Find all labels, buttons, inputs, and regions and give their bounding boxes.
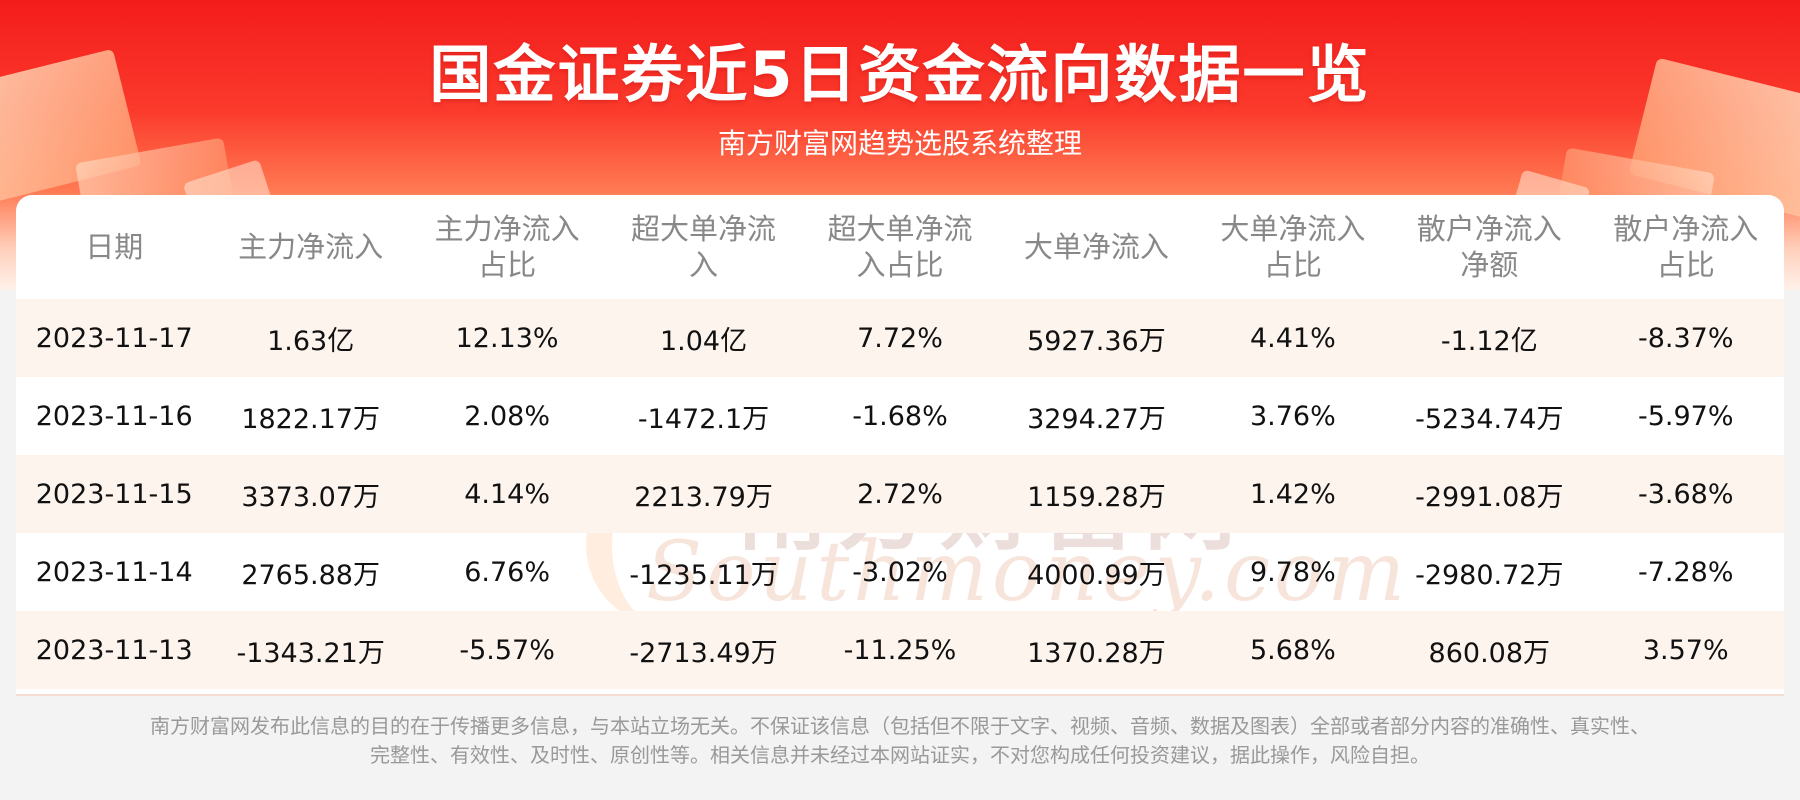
data-card: 南方财富网 Southmoney.com 日期主力净流入主力净流入占比超大单净流… [16,195,1784,695]
column-header: 散户净流入 净额 [1391,195,1587,299]
value-cell: 5927.36万 [998,299,1195,377]
column-header-line: 主力净流入 [434,212,580,246]
value-cell: 9.78% [1249,556,1336,588]
value-cell: 860.08万 [1391,611,1588,689]
disclaimer-line-1: 南方财富网发布此信息的目的在于传播更多信息，与本站立场无关。不保证该信息（包括但… [150,714,1650,738]
value-cell: -2713.49万 [605,611,802,689]
value-cell: 2765.88万 [241,559,380,591]
fund-flow-table: 日期 主力净流入 主力净流入 占比 超大单净流入超大单净流 入占比 大单净流入 大单净流入 占比… [16,195,1784,689]
date-cell: 2023-11-17 [16,299,213,377]
disclaimer: 南方财富网发布此信息的目的在于传播更多信息，与本站立场无关。不保证该信息（包括但… [0,712,1800,770]
value-cell: -8.37% [1587,299,1784,377]
value-cell: 3373.07万 [212,455,409,533]
column-header-line: 占比 [478,248,537,282]
column-header-line: 入 [689,248,719,282]
value-cell: -5.97% [1637,400,1734,432]
page-title: 国金证券近5日资金流向数据一览 [429,38,1371,111]
value-cell: 1.63亿 [212,299,409,377]
column-header: 日期 [16,195,212,299]
value-cell: -1235.11万 [629,559,778,591]
value-cell: 5.68% [1194,611,1392,689]
value-cell: 7.72% [801,299,999,377]
column-header: 散户净流入 占比 [1588,195,1785,299]
value-cell: 1.04亿 [605,299,802,377]
value-cell: -3.02% [852,556,948,588]
value-cell: 1370.28万 [998,611,1195,689]
value-cell: 4.14% [408,455,606,533]
column-header: 超大单净流 入占比 [802,195,998,299]
value-cell: -1.12亿 [1391,299,1588,377]
value-cell: 1.42% [1194,455,1392,533]
value-cell: 2213.79万 [605,455,802,533]
value-cell: 1159.28万 [998,455,1195,533]
value-cell: -2980.72万 [1415,559,1564,591]
column-header: 主力净流入 [212,195,408,299]
date-cell: 2023-11-15 [16,455,213,533]
value-cell: -11.25% [801,611,999,689]
value-cell: -7.28% [1637,556,1734,588]
column-header-line: 散户净流入 [1416,212,1562,246]
column-header: 大单净流入 [998,195,1194,299]
value-cell: -3.68% [1587,455,1784,533]
value-cell: 4.41% [1194,299,1392,377]
column-header-line: 主力净流入 [238,230,384,264]
value-cell: -2991.08万 [1391,455,1588,533]
table-body: 2023-11-17 1.63亿 12.13% 1.04亿 7.72% 5927.36万 4… [16,299,1784,689]
table-row: 2023-11-17 1.63亿 12.13% 1.04亿 7.72% 5927.36万 4… [16,299,1784,377]
column-header-line: 超大单净流 [631,212,777,246]
column-header-line: 占比 [1263,248,1322,282]
value-cell: 3.57% [1587,611,1784,689]
disclaimer-line-2: 完整性、有效性、及时性、原创性等。相关信息并未经过本网站证实，不对您构成任何投资… [370,743,1430,767]
date-cell: 2023-11-13 [16,611,213,689]
table-row: 2023-11-13 -1343.21万 -5.57% -2713.49万 -11.25… [16,611,1784,689]
column-header-line: 大单净流入 [1220,212,1366,246]
value-cell: 3.76% [1249,400,1336,432]
date-cell: 2023-11-16 [35,400,193,432]
value-cell: 3294.27万 [1027,403,1166,435]
column-header: 超大单净流入 [605,195,801,299]
date-cell: 2023-11-14 [35,556,193,588]
value-cell: 2.08% [464,400,550,432]
column-header-line: 日期 [85,230,144,264]
column-header-line: 超大单净流 [827,212,973,246]
column-header: 主力净流入 占比 [409,195,605,299]
table-header: 日期 主力净流入 主力净流入 占比 超大单净流入超大单净流 入占比 大单净流入 大单净流入 占比… [16,195,1784,299]
table-row: 2023-11-14 2765.88万 6.76% -1235.11万 -3.02% 40… [16,533,1784,611]
value-cell: -1472.1万 [637,403,770,435]
column-header-line: 占比 [1656,248,1715,282]
value-cell: -5234.74万 [1415,403,1564,435]
page-subtitle: 南方财富网趋势选股系统整理 [717,127,1082,160]
value-cell: -1343.21万 [212,611,409,689]
column-header-line: 散户净流入 [1613,212,1759,246]
value-cell: 2.72% [801,455,999,533]
value-cell: 4000.99万 [1027,559,1166,591]
value-cell: 6.76% [464,556,550,588]
column-header: 大单净流入 占比 [1195,195,1391,299]
table-header-row: 日期 主力净流入 主力净流入 占比 超大单净流入超大单净流 入占比 大单净流入 大单净流入 占比… [16,195,1784,299]
table-row: 2023-11-15 3373.07万 4.14% 2213.79万 2.72% 1159… [16,455,1784,533]
value-cell: -1.68% [852,400,948,432]
value-cell: 12.13% [408,299,606,377]
value-cell: 1822.17万 [241,403,380,435]
column-header-line: 净额 [1460,248,1519,282]
table-row: 2023-11-16 1822.17万 2.08% -1472.1万 -1.68% 329… [16,377,1784,455]
column-header-line: 大单净流入 [1023,230,1169,264]
value-cell: -5.57% [408,611,606,689]
footer-divider [16,694,1784,696]
column-header-line: 入占比 [856,248,944,282]
